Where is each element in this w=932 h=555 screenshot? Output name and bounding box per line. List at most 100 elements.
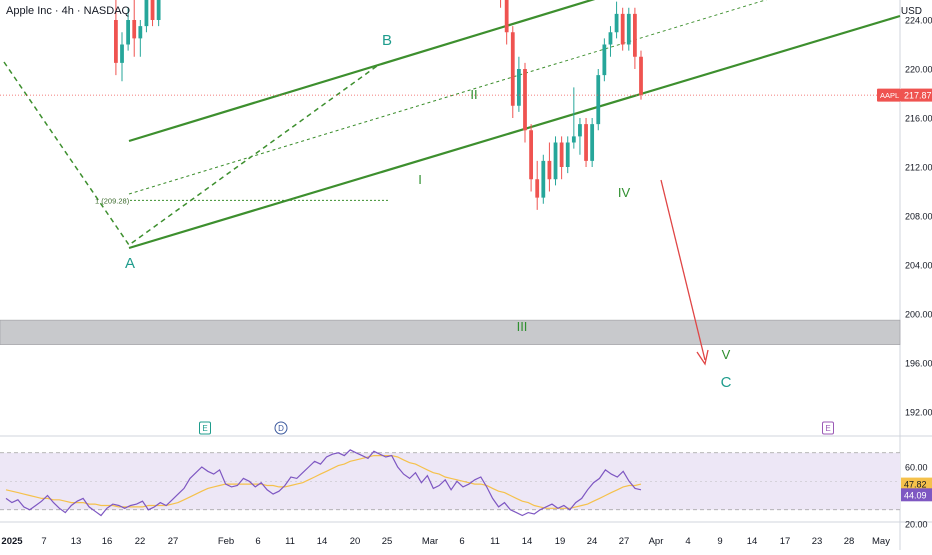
channel-lower-line [128,14,901,250]
candle-body [150,0,155,20]
candle-body [547,160,552,180]
rsi-value-tag [901,488,932,502]
candle-body [633,13,637,57]
price-tick-label: 220.00 [905,65,932,75]
time-tick-label: 13 [71,536,82,547]
candle-body [559,142,564,167]
rsi-ma-value: 47.82 [904,480,927,490]
wave-label: A [125,255,135,272]
event-marker-earnings[interactable] [822,421,834,435]
candle-body [126,20,131,45]
currency-label: USD [900,6,922,17]
candle-body [523,69,527,131]
time-tick-label: 27 [619,536,630,547]
wave-label: II [470,87,477,102]
candle-body [541,160,546,198]
wave-label: C [721,374,732,391]
time-tick-label: 25 [382,536,393,547]
rsi-ma-tag [901,477,932,491]
price-tick-label: 204.00 [905,261,932,271]
candle-body [510,32,515,106]
time-tick-label: 23 [812,536,823,547]
candle-body [114,20,118,63]
wave-label: V [722,347,731,362]
wave-label: I [418,172,422,187]
candle-body [529,130,533,180]
price-tick-label: 216.00 [905,114,932,124]
time-tick-label: 14 [522,536,533,547]
time-tick-label: 17 [780,536,791,547]
symbol-tag [877,88,901,102]
time-tick-label: 2025 [1,536,23,547]
price-tick-label: 196.00 [905,359,932,369]
time-tick-label: 6 [459,536,464,547]
wave-label: IV [618,185,631,200]
candle-body [132,20,137,39]
rsi-tick-label: 20.00 [905,520,928,530]
candle-body [535,179,540,198]
price-tick-label: 212.00 [905,163,932,173]
candle-body [596,75,601,125]
candle-body [578,124,582,137]
price-tick-label: 192.00 [905,408,932,418]
candle-body [620,13,625,45]
candle-body [565,142,570,167]
candle-body [626,13,631,45]
candle-body [138,26,143,39]
channel-median-line [128,0,768,195]
candle-body [504,0,509,33]
candle-body [516,69,521,106]
time-tick-label: 11 [490,536,500,547]
candle-body [639,56,643,95]
candle-body [571,136,576,143]
time-tick-label: Feb [218,536,234,547]
event-marker-label: D [278,424,284,433]
candle-body [590,124,595,161]
time-tick-label: Mar [422,536,438,547]
time-tick-label: 20 [350,536,361,547]
support-zone [0,319,901,345]
time-tick-label: 19 [555,536,566,547]
rsi-value: 44.09 [904,490,927,500]
price-tick-label: 208.00 [905,212,932,222]
candle-body [584,124,588,161]
time-tick-label: 16 [102,536,113,547]
symbol-tag-label: AAPL [880,91,899,100]
projection-arrow-line [660,179,706,361]
candle-body [602,44,607,76]
price-tick-label: 224.00 [905,16,932,26]
fib-level-label: 1 (209.28) [95,196,130,205]
last-price-value: 217.87 [904,91,932,101]
event-marker-label: E [202,424,207,433]
event-marker-dividend[interactable] [274,421,288,435]
rsi-tick-label: 60.00 [905,463,928,473]
time-tick-label: 14 [747,536,758,547]
chart-title: Apple Inc · 4h · NASDAQ [6,5,131,17]
projection-arrowhead [696,349,709,366]
wave-label: B [382,32,392,49]
candle-body [120,44,124,63]
rsi-line [5,449,642,517]
channel-upper-line [128,0,596,143]
time-tick-label: Apr [649,536,664,547]
candle-body [608,32,613,45]
last-price-tag [901,88,932,102]
price-tick-label: 200.00 [905,310,932,320]
time-tick-label: 4 [685,536,690,547]
candle-body [144,0,149,27]
time-tick-label: 11 [285,536,295,547]
candle-body [156,0,161,20]
time-tick-label: May [872,536,890,547]
time-tick-label: 9 [717,536,722,547]
event-marker-earnings[interactable] [199,421,211,435]
time-tick-label: 28 [844,536,855,547]
candle-body [614,13,619,33]
time-tick-label: 22 [135,536,146,547]
time-tick-label: 7 [41,536,46,547]
candle-body [553,142,558,180]
wave-path-line [3,61,378,247]
time-tick-label: 14 [317,536,328,547]
time-tick-label: 6 [255,536,260,547]
